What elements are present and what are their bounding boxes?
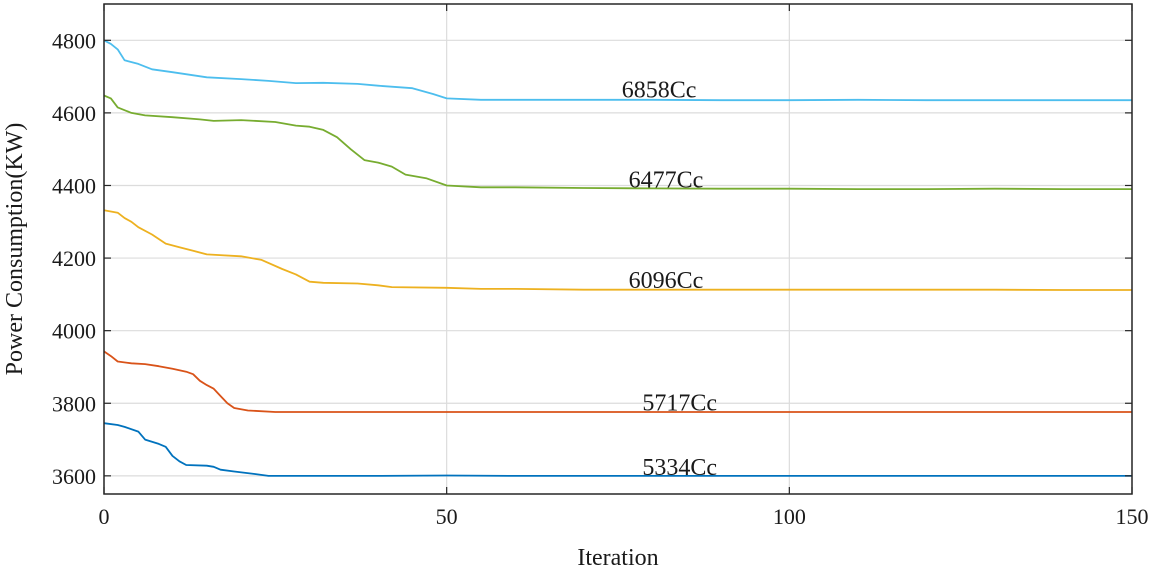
series-labels: 6858Cc 6477Cc 6096Cc 5717Cc 5334Cc [622, 78, 717, 481]
x-tick-label: 150 [1116, 504, 1149, 529]
x-tick-label: 100 [773, 504, 806, 529]
series-line-5717Cc [103, 350, 1132, 413]
x-tick-label: 50 [436, 504, 458, 529]
y-tick-label: 4000 [52, 319, 96, 344]
y-tick-label: 4400 [52, 173, 96, 198]
series-line-6858Cc [103, 39, 1132, 102]
series-line-6096Cc [103, 209, 1132, 291]
y-tick-label: 3600 [52, 464, 96, 489]
plot-frame [103, 3, 1133, 495]
grid [103, 4, 1133, 494]
series-label-5334Cc: 5334Cc [642, 455, 717, 481]
series-line-5334Cc [103, 422, 1132, 477]
y-tick-label: 4200 [52, 246, 96, 271]
x-axis-title: Iteration [577, 545, 658, 570]
series-line-6477Cc [103, 94, 1132, 191]
ticks: 0 50 100 150 3600 3800 4000 4200 4400 4600 4800 [52, 4, 1149, 529]
series-label-6477Cc: 6477Cc [629, 167, 704, 193]
y-tick-label: 3800 [52, 391, 96, 416]
x-tick-label: 0 [99, 504, 110, 529]
series-label-6858Cc: 6858Cc [622, 78, 697, 104]
series-group [103, 39, 1132, 477]
series-label-5717Cc: 5717Cc [642, 391, 717, 417]
y-axis-title: Power Consumption(KW) [2, 123, 28, 376]
series-label-6096Cc: 6096Cc [629, 268, 704, 294]
y-tick-label: 4800 [52, 28, 96, 53]
y-tick-label: 4600 [52, 101, 96, 126]
